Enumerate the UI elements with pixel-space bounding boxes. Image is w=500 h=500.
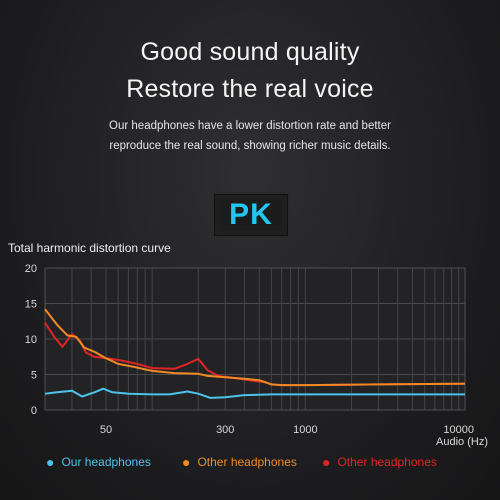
description-line-1: Our headphones have a lower distortion r… <box>109 120 391 132</box>
legend-marker: ● <box>322 454 331 470</box>
headline-line-1: Good sound quality <box>140 38 360 66</box>
y-tick-label: 15 <box>25 299 37 311</box>
headline-line-2: Restore the real voice <box>126 75 374 103</box>
x-tick-label: 10000 <box>443 424 474 436</box>
description-line-2: reproduce the real sound, showing richer… <box>109 140 391 152</box>
chart-title: Total harmonic distortion curve <box>8 241 171 255</box>
y-tick-label: 0 <box>31 405 37 417</box>
legend-label: Other headphones <box>337 455 437 469</box>
x-tick-label: 50 <box>100 424 112 436</box>
chart-legend: ● Our headphones ● Other headphones ● Other h… <box>0 455 500 471</box>
legend-label: Our headphones <box>61 455 151 469</box>
y-tick-label: 10 <box>25 334 37 346</box>
legend-marker: ● <box>182 454 191 470</box>
legend-label: Other headphones <box>197 455 297 469</box>
x-tick-label: 300 <box>216 424 234 436</box>
y-tick-label: 5 <box>31 370 37 382</box>
legend-item-2: ● Other headphones <box>182 455 297 469</box>
series-line-1 <box>44 387 465 399</box>
legend-item-1: ● Our headphones <box>46 455 151 469</box>
series-line-2 <box>44 308 465 387</box>
x-tick-label: 1000 <box>293 424 317 436</box>
legend-item-3: ● Other headphones <box>322 455 437 469</box>
y-tick-label: 20 <box>25 263 37 275</box>
plot-border <box>44 267 466 411</box>
legend-marker: ● <box>46 454 55 470</box>
pk-badge: PK <box>212 192 290 238</box>
pk-badge-label: PK <box>220 198 282 231</box>
x-axis-label: Audio (Hz) <box>436 436 488 448</box>
